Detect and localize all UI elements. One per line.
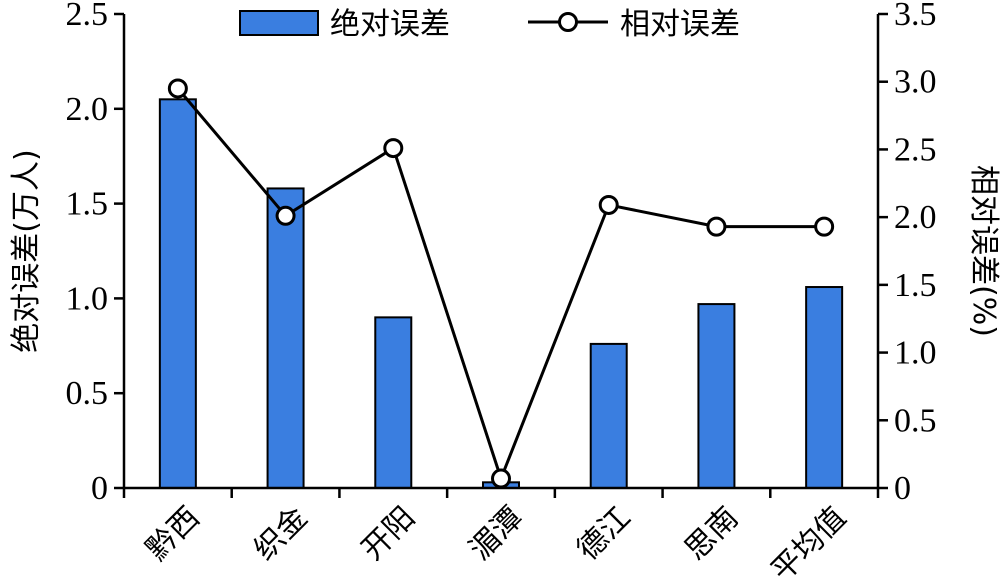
category-label: 平均值 bbox=[765, 500, 853, 587]
bar-series-group bbox=[158, 98, 844, 490]
legend: 绝对误差 相对误差 bbox=[239, 7, 740, 42]
line-point-德江 bbox=[598, 194, 619, 215]
bar-黔西 bbox=[158, 98, 197, 489]
category-label: 湄潭 bbox=[463, 500, 530, 567]
category-label: 德江 bbox=[570, 500, 637, 567]
legend-line-marker bbox=[558, 12, 578, 32]
legend-line-label: 相对误差 bbox=[620, 7, 740, 42]
category-label: 黔西 bbox=[140, 500, 207, 567]
right-tick-label: 3.0 bbox=[894, 64, 937, 101]
left-tick-label: 0 bbox=[91, 470, 108, 507]
line-point-湄潭 bbox=[491, 468, 511, 489]
left-tick-label: 1.0 bbox=[66, 280, 109, 317]
right-tick-label: 3.5 bbox=[894, 0, 937, 33]
line-point-平均值 bbox=[814, 216, 835, 237]
category-label: 织金 bbox=[247, 500, 314, 567]
category-label: 开阳 bbox=[355, 500, 422, 567]
left-axis-title: 绝对误差(万人) bbox=[9, 149, 44, 352]
left-tick-label: 2.0 bbox=[66, 91, 109, 128]
category-label: 思南 bbox=[678, 500, 745, 567]
bar-平均值 bbox=[805, 286, 844, 489]
line-point-开阳 bbox=[383, 138, 404, 159]
right-tick-label: 2.0 bbox=[894, 199, 937, 236]
line-point-黔西 bbox=[167, 78, 188, 99]
axes-group bbox=[122, 14, 880, 490]
line-point-织金 bbox=[275, 205, 296, 226]
right-tick-label: 1.5 bbox=[894, 267, 937, 304]
legend-bar-swatch bbox=[239, 10, 319, 36]
line-point-思南 bbox=[706, 216, 727, 237]
right-tick-label: 0.5 bbox=[894, 402, 937, 439]
right-tick-label: 2.5 bbox=[894, 131, 937, 168]
right-tick-label: 1.0 bbox=[894, 335, 937, 372]
bar-德江 bbox=[589, 342, 628, 489]
line-series-group bbox=[167, 78, 835, 489]
bar-开阳 bbox=[374, 316, 413, 489]
axis-titles: 绝对误差(万人) 相对误差(%) bbox=[9, 149, 1000, 352]
right-tick-label: 0 bbox=[894, 470, 911, 507]
legend-bar-label: 绝对误差 bbox=[330, 7, 450, 42]
left-tick-label: 0.5 bbox=[66, 375, 109, 412]
bar-思南 bbox=[697, 303, 736, 490]
right-axis-title: 相对误差(%) bbox=[966, 165, 1000, 337]
bar-织金 bbox=[266, 187, 305, 489]
left-tick-label: 2.5 bbox=[66, 0, 109, 33]
left-tick-label: 1.5 bbox=[66, 186, 109, 223]
